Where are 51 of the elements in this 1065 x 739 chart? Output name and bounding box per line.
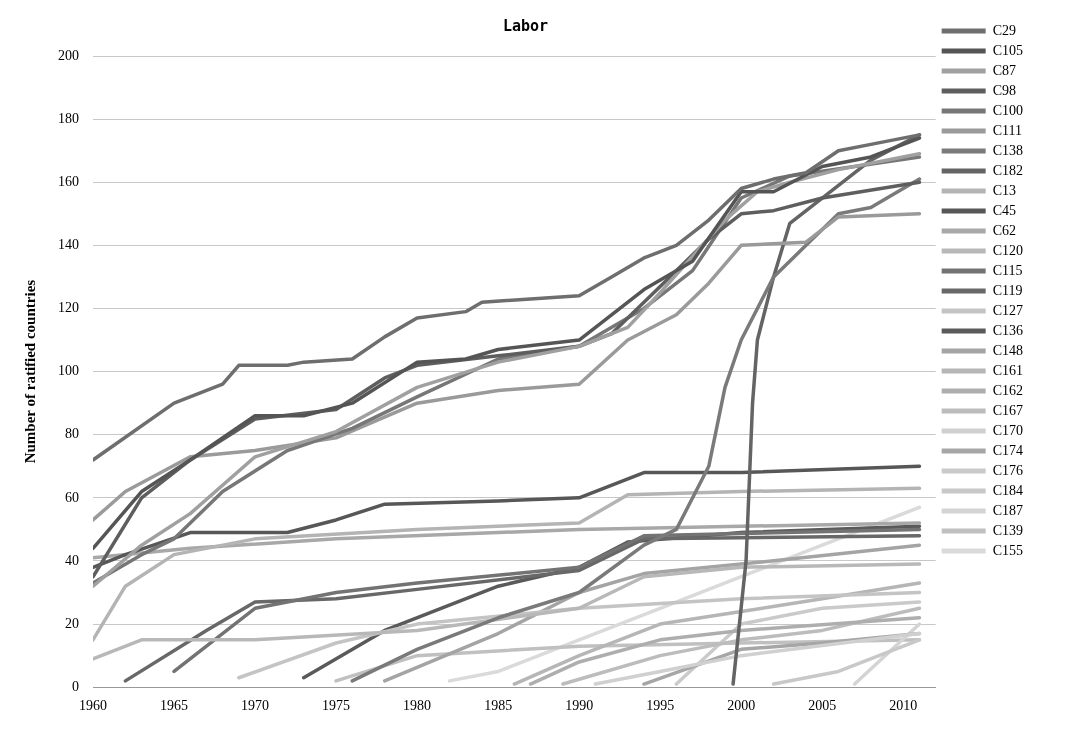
legend-label: C187 (992, 502, 1024, 518)
x-tick-label: 2000 (727, 698, 756, 714)
x-tick-label: 1970 (241, 698, 270, 714)
legend-label: C120 (992, 242, 1024, 258)
y-tick-label: 60 (65, 489, 79, 505)
legend-label: C155 (992, 542, 1024, 558)
y-tick-label: 0 (72, 678, 79, 694)
legend-label: C45 (992, 202, 1017, 218)
x-tick-label: 1960 (79, 698, 107, 714)
legend-label: C161 (992, 362, 1024, 378)
y-tick-label: 40 (65, 552, 79, 568)
x-tick-label: 2010 (889, 698, 918, 714)
x-tick-label: 1975 (322, 698, 351, 714)
legend-label: C119 (992, 282, 1023, 298)
y-tick-label: 160 (58, 173, 79, 189)
legend-label: C148 (992, 342, 1024, 358)
legend-label: C100 (992, 102, 1024, 118)
y-axis-title: Number of ratified countries (21, 279, 38, 464)
x-tick-label: 1990 (565, 698, 594, 714)
x-tick-label: 1980 (403, 698, 432, 714)
legend-label: C62 (992, 222, 1017, 238)
y-tick-label: 80 (65, 426, 79, 442)
legend-label: C170 (992, 422, 1024, 438)
chart-title: Labor (502, 16, 549, 35)
legend-label: C13 (992, 182, 1017, 198)
y-tick-label: 100 (58, 363, 79, 379)
y-tick-label: 120 (58, 300, 79, 316)
legend-label: C111 (992, 122, 1022, 138)
legend-label: C182 (992, 162, 1024, 178)
legend-label: C174 (992, 442, 1024, 458)
legend-label: C115 (992, 262, 1023, 278)
legend-label: C29 (992, 22, 1017, 38)
x-tick-label: 2005 (808, 698, 837, 714)
x-tick-label: 1965 (160, 698, 189, 714)
legend-label: C167 (992, 402, 1024, 418)
legend-label: C139 (992, 522, 1024, 538)
legend-label: C98 (992, 82, 1017, 98)
y-tick-label: 180 (58, 110, 79, 126)
legend-label: C176 (992, 462, 1024, 478)
x-tick-label: 1985 (484, 698, 513, 714)
legend-label: C136 (992, 322, 1024, 338)
legend-label: C162 (992, 382, 1024, 398)
legend-label: C184 (992, 482, 1024, 498)
legend-label: C138 (992, 142, 1024, 158)
y-tick-label: 140 (58, 237, 79, 253)
legend-label: C127 (992, 302, 1024, 318)
x-tick-label: 1995 (646, 698, 675, 714)
legend-label: C87 (992, 62, 1017, 78)
y-tick-label: 20 (65, 615, 79, 631)
legend-label: C105 (992, 42, 1024, 58)
y-tick-label: 200 (58, 47, 79, 63)
